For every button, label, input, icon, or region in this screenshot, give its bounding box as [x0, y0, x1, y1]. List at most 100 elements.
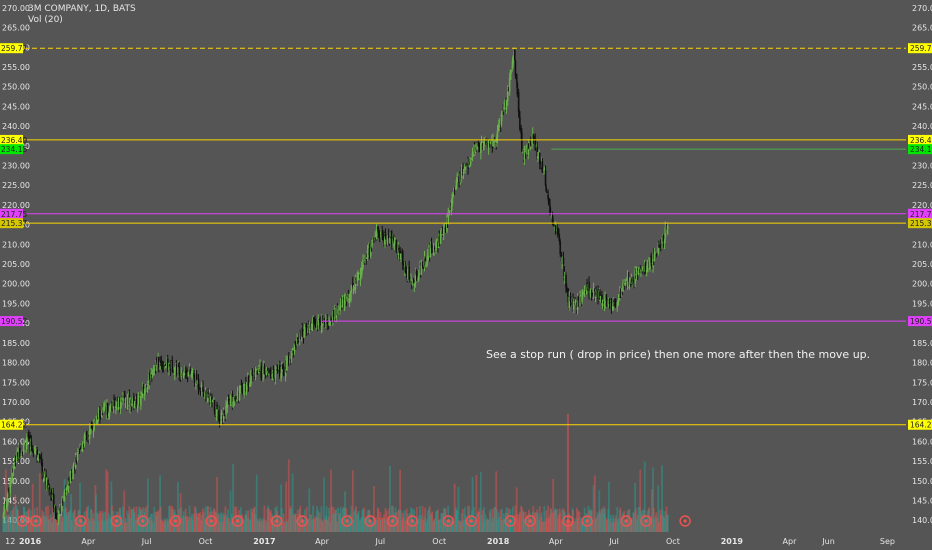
volume-bar	[590, 510, 592, 532]
candle-body	[360, 267, 363, 275]
candle-body	[665, 225, 668, 233]
candle-body	[111, 405, 113, 411]
volume-bar	[200, 515, 203, 532]
volume-bar	[262, 520, 265, 532]
volume-bar	[218, 514, 220, 532]
volume-bar	[465, 521, 468, 532]
candle-body	[54, 505, 56, 508]
x-tick-label: Apr	[549, 537, 564, 546]
event-marker[interactable]	[74, 515, 87, 527]
volume-bar	[569, 520, 572, 532]
volume-bar	[338, 512, 341, 532]
volume-bar	[395, 512, 398, 532]
volume-bar	[547, 505, 549, 532]
volume-bar	[404, 521, 407, 532]
volume-bar	[94, 484, 97, 532]
volume-bar	[123, 490, 126, 532]
candle-body	[149, 372, 151, 380]
candle-body	[20, 451, 23, 455]
candle-body	[487, 141, 490, 149]
event-marker[interactable]	[169, 515, 182, 527]
price-series	[2, 47, 669, 526]
volume-bar	[287, 519, 290, 532]
volume-bar	[312, 518, 315, 532]
event-marker[interactable]	[679, 515, 691, 527]
y-tick-label-right: 270.00	[912, 4, 932, 13]
volume-bar	[602, 506, 605, 532]
x-tick-label: Apr	[315, 537, 330, 546]
volume-indicator-label[interactable]: Vol (20)	[28, 15, 63, 25]
candle-body	[477, 142, 480, 147]
candle-body	[489, 141, 492, 144]
event-marker[interactable]	[205, 515, 217, 527]
volume-bar	[284, 521, 287, 532]
event-marker[interactable]	[110, 515, 123, 527]
volume-bar	[455, 510, 458, 532]
candle-body	[327, 324, 330, 327]
event-marker[interactable]	[640, 515, 652, 527]
volume-bar	[267, 505, 270, 532]
volume-bar	[290, 508, 293, 532]
volume-bar	[481, 510, 484, 532]
candle-body	[214, 412, 216, 415]
candle-body	[421, 265, 424, 267]
event-marker[interactable]	[16, 515, 29, 527]
event-marker[interactable]	[270, 515, 283, 527]
candle-body	[287, 356, 290, 364]
volume-bar	[630, 518, 633, 532]
candle-body	[414, 272, 417, 283]
candle-body	[283, 373, 286, 376]
candle-body	[20, 455, 22, 459]
event-marker[interactable]	[504, 515, 517, 527]
candle-body	[552, 224, 555, 226]
volume-bar	[520, 505, 523, 532]
event-marker[interactable]	[231, 515, 244, 527]
candle-body	[260, 365, 263, 379]
candle-body	[590, 291, 592, 293]
event-marker[interactable]	[406, 515, 419, 527]
volume-bar	[166, 518, 169, 532]
candle-body	[124, 398, 127, 402]
volume-bar	[478, 508, 481, 532]
candle-body	[314, 321, 316, 323]
event-marker[interactable]	[524, 515, 536, 527]
volume-bar	[399, 469, 402, 532]
y-tick-label-left: 200.00	[2, 280, 30, 289]
volume-bar	[157, 509, 160, 532]
event-marker[interactable]	[442, 515, 454, 527]
volume-bar	[348, 514, 350, 532]
event-marker[interactable]	[296, 515, 308, 527]
event-marker[interactable]	[137, 515, 149, 527]
y-tick-label-right: 230.00	[912, 162, 932, 171]
volume-bar	[177, 514, 180, 532]
candle-body	[241, 382, 243, 393]
volume-bar	[99, 512, 102, 532]
volume-bar	[516, 514, 519, 532]
volume-bar	[536, 513, 539, 532]
candle-body	[305, 326, 308, 334]
chart-annotation[interactable]: See a stop run ( drop in price) then one…	[486, 348, 870, 361]
event-marker[interactable]	[30, 515, 42, 527]
candle-body	[225, 405, 227, 415]
volume-bar	[40, 516, 43, 532]
event-marker[interactable]	[620, 515, 632, 527]
level-price-tag-right	[908, 134, 932, 145]
volume-bar	[112, 510, 115, 532]
event-marker[interactable]	[562, 515, 574, 527]
candle-body	[365, 258, 368, 260]
event-marker[interactable]	[465, 515, 477, 527]
volume-bar	[375, 519, 378, 532]
event-marker[interactable]	[386, 515, 399, 527]
volume-bar	[503, 513, 505, 532]
candle-body	[23, 443, 26, 445]
event-marker[interactable]	[581, 515, 593, 527]
volume-bar	[636, 515, 639, 532]
symbol-title[interactable]: 3M COMPANY, 1D, BATS	[28, 4, 136, 14]
event-marker[interactable]	[364, 515, 376, 527]
candle-body	[36, 457, 39, 461]
volume-bar	[647, 509, 650, 532]
y-tick-label-left: 150.00	[2, 477, 30, 486]
candle-body	[193, 375, 196, 384]
event-marker[interactable]	[341, 515, 353, 527]
